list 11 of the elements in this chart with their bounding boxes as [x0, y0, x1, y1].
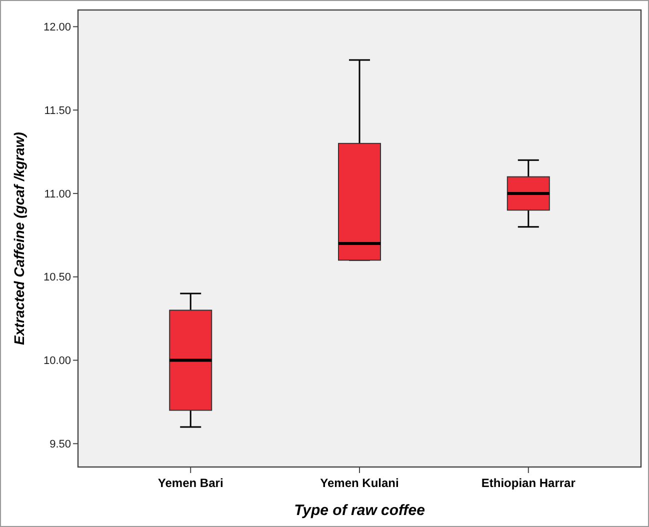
y-axis-title: Extracted Caffeine (gcaf /kgraw): [11, 132, 27, 345]
y-tick-label: 10.50: [43, 272, 71, 284]
y-tick-label: 11.00: [44, 188, 71, 200]
x-axis-title: Type of raw coffee: [294, 502, 425, 519]
y-tick-label: 11.50: [44, 104, 71, 117]
y-tick-label: 9.50: [50, 438, 71, 450]
x-tick-label: Yemen Kulani: [320, 476, 399, 490]
y-tick-label: 12.00: [43, 22, 71, 34]
x-tick-label: Ethiopian Harrar: [481, 476, 576, 490]
x-tick-label: Yemen Bari: [158, 476, 224, 490]
y-tick-label: 10.00: [43, 355, 71, 368]
